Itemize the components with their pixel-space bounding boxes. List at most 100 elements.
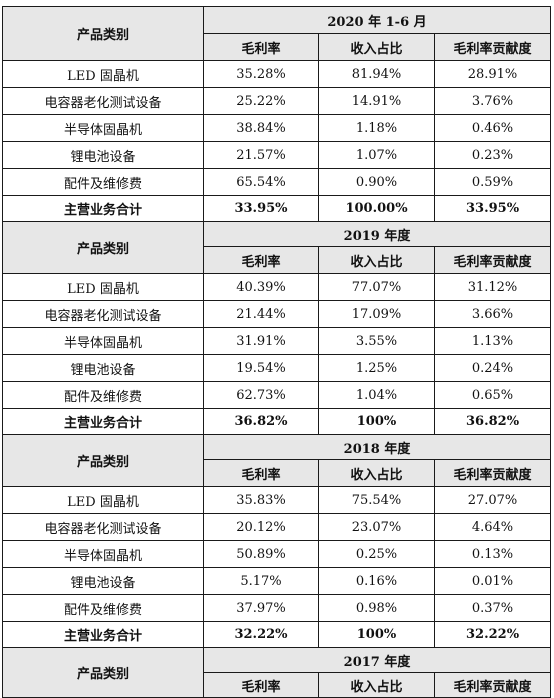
margin-contribution-cell: 0.23% (433, 141, 552, 169)
period-header: 2018 年度 (202, 434, 552, 460)
section-2017: 产品类别 2017 年度 毛利率 收入占比 毛利率贡献度 (2, 647, 552, 698)
category-cell: 锂电池设备 (2, 354, 204, 382)
gross-margin-cell: 31.91% (203, 327, 319, 355)
gross-margin-cell: 19.54% (203, 354, 319, 382)
margin-contribution-cell: 4.64% (433, 513, 552, 541)
table-row: 配件及维修费 62.73% 1.04% 0.65% (2, 381, 552, 409)
margin-contribution-cell: 0.24% (433, 354, 552, 382)
category-cell: 半导体固晶机 (2, 114, 204, 142)
revenue-share-cell: 0.98% (318, 594, 435, 622)
category-header: 产品类别 (2, 221, 204, 274)
gross-margin-cell: 20.12% (203, 513, 319, 541)
category-header: 产品类别 (2, 434, 204, 487)
table-row: 半导体固晶机 50.89% 0.25% 0.13% (2, 540, 552, 568)
margin-contribution-header: 毛利率贡献度 (433, 33, 552, 61)
revenue-share-cell: 17.09% (318, 300, 435, 328)
category-cell: 电容器老化测试设备 (2, 513, 204, 541)
table-row: LED 固晶机 40.39% 77.07% 31.12% (2, 273, 552, 301)
revenue-share-cell: 0.25% (318, 540, 435, 568)
revenue-share-header: 收入占比 (318, 459, 435, 487)
total-row: 主营业务合计 36.82% 100% 36.82% (2, 408, 552, 435)
category-cell: 半导体固晶机 (2, 540, 204, 568)
margin-contribution-cell: 0.37% (433, 594, 552, 622)
table-row: 电容器老化测试设备 21.44% 17.09% 3.66% (2, 300, 552, 328)
revenue-share-cell: 77.07% (318, 273, 435, 301)
table-row: LED 固晶机 35.83% 75.54% 27.07% (2, 486, 552, 514)
gross-margin-header: 毛利率 (203, 246, 319, 274)
gross-margin-cell: 35.28% (203, 60, 319, 88)
gross-margin-cell: 65.54% (203, 168, 319, 196)
period-header: 2020 年 1-6 月 (202, 6, 552, 34)
margin-contribution-cell: 28.91% (433, 60, 552, 88)
total-label: 主营业务合计 (2, 408, 204, 435)
margin-contribution-cell: 0.13% (433, 540, 552, 568)
total-revenue-share: 100.00% (318, 195, 435, 222)
margin-contribution-cell: 3.76% (433, 87, 552, 115)
section-2020h1: 产品类别 2020 年 1-6 月 毛利率 收入占比 毛利率贡献度 LED 固晶… (2, 6, 552, 222)
revenue-share-cell: 14.91% (318, 87, 435, 115)
table-row: 配件及维修费 37.97% 0.98% 0.37% (2, 594, 552, 622)
gross-margin-cell: 62.73% (203, 381, 319, 409)
total-row: 主营业务合计 32.22% 100% 32.22% (2, 621, 552, 648)
revenue-share-cell: 23.07% (318, 513, 435, 541)
category-cell: 锂电池设备 (2, 567, 204, 595)
gross-margin-cell: 25.22% (203, 87, 319, 115)
gross-margin-cell: 5.17% (203, 567, 319, 595)
section-2018: 产品类别 2018 年度 毛利率 收入占比 毛利率贡献度 LED 固晶机 35.… (2, 434, 552, 648)
category-cell: LED 固晶机 (2, 60, 204, 88)
total-revenue-share: 100% (318, 621, 435, 648)
table-row: 配件及维修费 65.54% 0.90% 0.59% (2, 168, 552, 196)
margin-contribution-cell: 0.59% (433, 168, 552, 196)
total-margin-contribution: 36.82% (433, 408, 552, 435)
margin-contribution-header: 毛利率贡献度 (433, 246, 552, 274)
period-header: 2019 年度 (202, 221, 552, 247)
gross-margin-cell: 21.44% (203, 300, 319, 328)
table-row: 锂电池设备 19.54% 1.25% 0.24% (2, 354, 552, 382)
margin-contribution-cell: 31.12% (433, 273, 552, 301)
margin-contribution-cell: 0.65% (433, 381, 552, 409)
gross-margin-header: 毛利率 (203, 672, 319, 698)
total-label: 主营业务合计 (2, 621, 204, 648)
table-row: LED 固晶机 35.28% 81.94% 28.91% (2, 60, 552, 88)
margin-contribution-cell: 0.46% (433, 114, 552, 142)
revenue-share-header: 收入占比 (318, 33, 435, 61)
revenue-share-header: 收入占比 (318, 246, 435, 274)
revenue-share-cell: 0.16% (318, 567, 435, 595)
revenue-share-cell: 3.55% (318, 327, 435, 355)
total-margin-contribution: 33.95% (433, 195, 552, 222)
margin-contribution-cell: 0.01% (433, 567, 552, 595)
revenue-share-header: 收入占比 (318, 672, 435, 698)
revenue-share-cell: 1.07% (318, 141, 435, 169)
table-row: 锂电池设备 21.57% 1.07% 0.23% (2, 141, 552, 169)
margin-contribution-cell: 27.07% (433, 486, 552, 514)
table-row: 半导体固晶机 31.91% 3.55% 1.13% (2, 327, 552, 355)
category-cell: 锂电池设备 (2, 141, 204, 169)
category-cell: 半导体固晶机 (2, 327, 204, 355)
category-cell: 配件及维修费 (2, 168, 204, 196)
category-cell: LED 固晶机 (2, 273, 204, 301)
category-cell: LED 固晶机 (2, 486, 204, 514)
total-margin-contribution: 32.22% (433, 621, 552, 648)
table-row: 电容器老化测试设备 25.22% 14.91% 3.76% (2, 87, 552, 115)
total-gross-margin: 33.95% (203, 195, 319, 222)
margin-contribution-header: 毛利率贡献度 (433, 459, 552, 487)
margin-contribution-header: 毛利率贡献度 (433, 672, 552, 698)
table-row: 半导体固晶机 38.84% 1.18% 0.46% (2, 114, 552, 142)
total-row: 主营业务合计 33.95% 100.00% 33.95% (2, 195, 552, 222)
category-cell: 配件及维修费 (2, 381, 204, 409)
total-label: 主营业务合计 (2, 195, 204, 222)
gross-margin-cell: 40.39% (203, 273, 319, 301)
gross-margin-cell: 38.84% (203, 114, 319, 142)
table-row: 锂电池设备 5.17% 0.16% 0.01% (2, 567, 552, 595)
gross-margin-header: 毛利率 (203, 459, 319, 487)
section-2019: 产品类别 2019 年度 毛利率 收入占比 毛利率贡献度 LED 固晶机 40.… (2, 221, 552, 435)
margin-contribution-cell: 3.66% (433, 300, 552, 328)
table-row: 电容器老化测试设备 20.12% 23.07% 4.64% (2, 513, 552, 541)
gross-margin-header: 毛利率 (203, 33, 319, 61)
gross-margin-cell: 37.97% (203, 594, 319, 622)
category-header: 产品类别 (2, 6, 204, 61)
gross-margin-table: 产品类别 2020 年 1-6 月 毛利率 收入占比 毛利率贡献度 LED 固晶… (2, 6, 552, 698)
gross-margin-cell: 50.89% (203, 540, 319, 568)
gross-margin-table-container: 产品类别 2020 年 1-6 月 毛利率 收入占比 毛利率贡献度 LED 固晶… (2, 6, 552, 698)
total-revenue-share: 100% (318, 408, 435, 435)
